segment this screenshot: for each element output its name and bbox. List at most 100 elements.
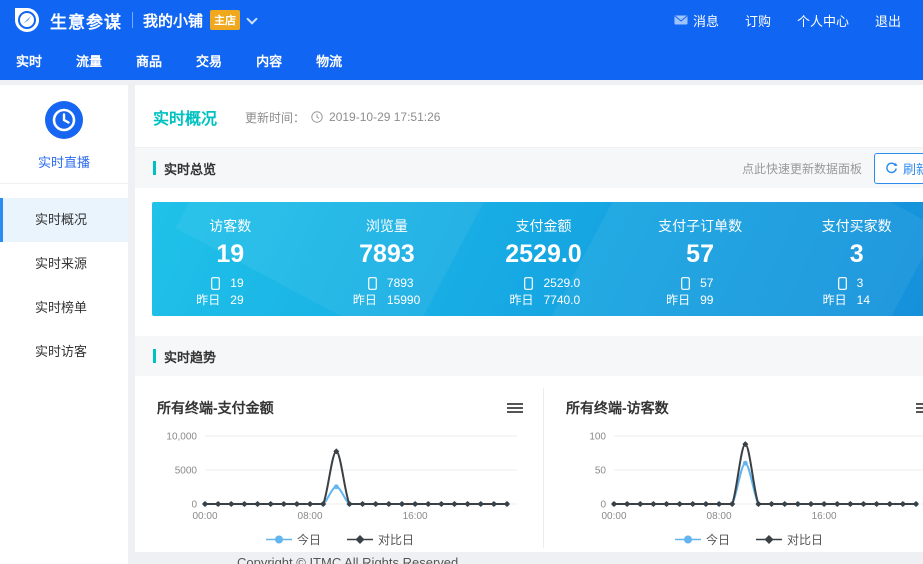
realtime-stats-banner: 访客数 19 19 昨日 29 浏览量 7893 7893 昨日 15990 支付金…: [152, 202, 923, 316]
stat-yesterday-value: 29: [230, 293, 244, 307]
refresh-hint: 点此快速更新数据面板: [741, 161, 862, 176]
stat-value: 57: [686, 240, 714, 268]
stat-payment-amount: 支付金额 2529.0 2529.0 昨日 7740.0: [465, 202, 622, 316]
svg-text:16:00: 16:00: [403, 511, 428, 522]
svg-text:0: 0: [191, 500, 197, 511]
stat-value: 3: [849, 240, 864, 268]
stat-yesterday-value: 7740.0: [543, 293, 581, 307]
stat-label: 浏览量: [365, 218, 408, 234]
chart-menu-icon[interactable]: [507, 401, 523, 415]
stat-value: 19: [216, 240, 245, 268]
chart-legend: 今日 对比日: [157, 531, 523, 548]
stat-buyers: 支付买家数 3 3 昨日 14: [778, 202, 923, 316]
update-time-value: 2019-10-29 17:51:26: [329, 110, 441, 124]
svg-text:100: 100: [589, 432, 606, 443]
yesterday-label: 昨日: [509, 293, 534, 307]
envelope-icon: [674, 15, 688, 25]
account-label: 个人中心: [796, 13, 849, 29]
svg-text:0: 0: [600, 500, 606, 511]
sidebar-item-realtime-overview[interactable]: 实时概况: [0, 198, 128, 242]
chart-panel-visitors: 所有终端-访客数 0 50 100 00:00 08:00 16:00 今日 对比日: [544, 388, 923, 548]
logout-link[interactable]: 退出: [875, 11, 901, 30]
main-nav: 实时 流量 商品 交易 内容 物流: [0, 40, 923, 80]
section-accent-bar: [153, 161, 156, 175]
messages-link[interactable]: 消息: [674, 11, 719, 30]
page-title: 实时概况: [153, 111, 218, 128]
mobile-icon: [681, 277, 690, 290]
stat-pageviews: 浏览量 7893 7893 昨日 15990: [309, 202, 466, 316]
nav-realtime[interactable]: 实时: [16, 53, 43, 69]
update-time-label: 更新时间：: [245, 110, 306, 125]
svg-text:10,000: 10,000: [166, 432, 197, 443]
mobile-icon: [524, 277, 534, 290]
clock-icon: [311, 111, 323, 123]
stat-sub-orders: 支付子订单数 57 57 昨日 99: [622, 202, 779, 316]
stat-mobile-value: 19: [230, 276, 244, 290]
stat-value: 7893: [359, 240, 415, 268]
chart-panel-payment: 所有终端-支付金额 0 5000 10,000 00:00 08:00 16:00 今日 对…: [135, 388, 544, 548]
yesterday-label: 昨日: [666, 293, 691, 307]
mobile-icon: [367, 277, 377, 290]
sidebar-divider: [0, 183, 128, 184]
stat-label: 支付金额: [515, 218, 572, 234]
stat-mobile-value: 2529.0: [543, 276, 581, 290]
stat-visitors: 访客数 19 19 昨日 29: [152, 202, 309, 316]
brand-title: 生意参谋: [50, 12, 122, 32]
sidebar-item-realtime-source[interactable]: 实时来源: [35, 256, 88, 271]
stat-label: 支付买家数: [821, 218, 892, 234]
legend-item[interactable]: 对比日: [756, 531, 823, 548]
account-link[interactable]: 个人中心: [797, 11, 849, 30]
mobile-icon: [837, 277, 847, 290]
sidebar-item-realtime-visitor[interactable]: 实时访客: [35, 344, 88, 359]
svg-text:16:00: 16:00: [812, 511, 837, 522]
stat-yesterday-value: 14: [856, 293, 871, 307]
line-chart-visitors: 0 50 100 00:00 08:00 16:00: [566, 424, 923, 529]
trend-section-header: 实时趋势: [135, 336, 923, 376]
sidebar-item-realtime-ranking[interactable]: 实时榜单: [35, 300, 88, 315]
shop-badge: 主店: [210, 10, 241, 30]
yesterday-label: 昨日: [196, 293, 221, 307]
live-clock-icon: [45, 101, 83, 139]
overview-section-title: 实时总览: [164, 161, 217, 177]
legend-label: 对比日: [378, 533, 415, 547]
nav-products[interactable]: 商品: [136, 53, 163, 69]
sidebar: 实时直播 实时概况 实时来源 实时榜单 实时访客: [0, 85, 128, 564]
messages-label: 消息: [692, 13, 719, 29]
stat-yesterday-value: 15990: [386, 293, 421, 307]
svg-text:00:00: 00:00: [601, 511, 626, 522]
subscribe-label: 订购: [744, 13, 771, 29]
legend-item[interactable]: 对比日: [347, 531, 414, 548]
chart-legend: 今日 对比日: [566, 531, 923, 548]
nav-trade[interactable]: 交易: [196, 53, 223, 69]
legend-label: 今日: [705, 533, 730, 547]
refresh-button[interactable]: 刷新: [873, 152, 923, 184]
section-accent-bar: [153, 349, 156, 363]
copyright-text: Copyright © ITMC All Rights Reserved: [237, 555, 459, 564]
main-content: 实时概况 更新时间： 2019-10-29 17:51:26 实时总览 点此快速…: [135, 85, 923, 552]
legend-item[interactable]: 今日: [265, 531, 321, 548]
refresh-icon: [886, 161, 898, 173]
subscribe-link[interactable]: 订购: [745, 11, 771, 30]
overview-section-header: 实时总览 点此快速更新数据面板 刷新: [135, 148, 923, 188]
stat-mobile-value: 57: [700, 276, 714, 290]
nav-traffic[interactable]: 流量: [76, 53, 103, 69]
chart-menu-icon[interactable]: [916, 401, 923, 415]
mobile-icon: [211, 277, 221, 290]
chart-title-payment: 所有终端-支付金额: [157, 400, 274, 416]
chevron-down-icon[interactable]: [246, 12, 258, 25]
line-chart-payment: 0 5000 10,000 00:00 08:00 16:00: [157, 424, 523, 529]
chart-title-visitors: 所有终端-访客数: [566, 400, 669, 416]
svg-text:08:00: 08:00: [298, 511, 323, 522]
app-header: 生意参谋 我的小铺 主店 消息 订购 个人中心 退出 实时 流量 商品 交易 内…: [0, 0, 923, 80]
nav-logistics[interactable]: 物流: [316, 53, 343, 69]
legend-label: 今日: [296, 533, 321, 547]
stat-label: 支付子订单数: [658, 218, 743, 234]
yesterday-label: 昨日: [352, 293, 377, 307]
svg-text:5000: 5000: [175, 466, 198, 477]
shop-name[interactable]: 我的小铺: [143, 12, 204, 30]
sidebar-live-label[interactable]: 实时直播: [37, 155, 90, 170]
legend-label: 对比日: [787, 533, 824, 547]
legend-item[interactable]: 今日: [674, 531, 730, 548]
nav-content[interactable]: 内容: [256, 53, 283, 69]
refresh-label: 刷新: [902, 161, 923, 177]
